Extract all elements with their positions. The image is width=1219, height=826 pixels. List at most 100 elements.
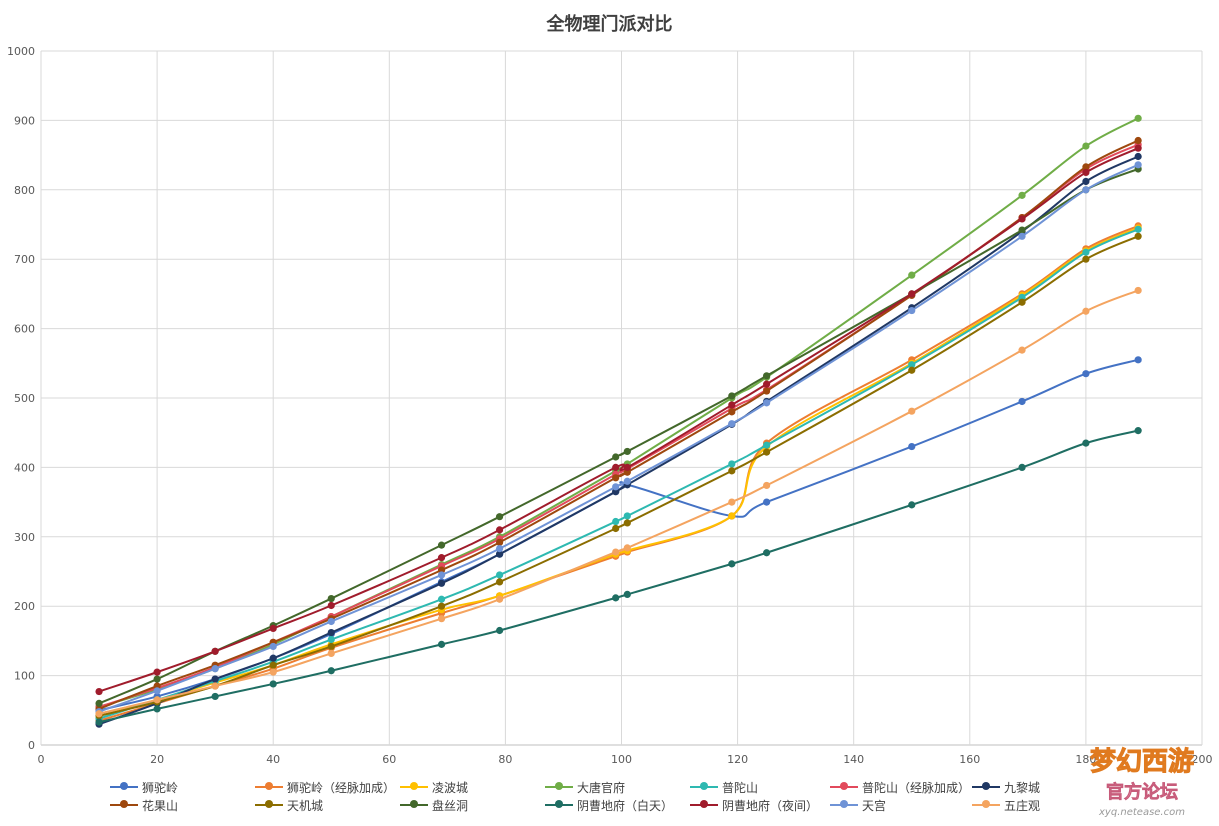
data-point [612,548,620,556]
y-tick-label: 100 [14,670,35,683]
data-point [728,460,736,468]
x-tick-label: 40 [266,753,280,766]
watermark-logo: 梦幻西游 官方论坛 xyq.netease.com [1089,747,1194,819]
data-point [763,387,771,395]
data-point [728,560,736,568]
data-point [763,549,771,557]
data-point [612,524,620,533]
data-point [495,538,504,546]
series-11 [95,427,1142,726]
y-tick-label: 200 [14,600,35,613]
data-point [1134,152,1142,161]
data-point [153,696,161,704]
watermark-logo-text: 梦幻西游 [1090,747,1194,777]
data-point [1082,255,1090,263]
series-6 [95,141,1142,711]
data-point [1134,286,1142,295]
data-point [612,517,620,526]
legend-label: 狮驼岭（经脉加成） [287,781,396,795]
legend-label: 九黎城 [1004,781,1041,795]
data-point [1018,346,1026,354]
series-line [98,289,1139,715]
data-point [763,372,771,380]
legend-marker [555,800,563,808]
y-tick-label: 900 [14,114,35,127]
data-point [437,571,446,579]
series-line [98,143,1139,708]
data-point [269,668,277,676]
legend-label: 阴曹地府（白天） [577,799,674,813]
data-point [612,594,620,602]
data-point [728,408,736,416]
data-point [1018,215,1026,223]
data-point [623,477,631,485]
watermark-url: xyq.netease.com [1098,807,1185,818]
legend-label: 花果山 [142,799,179,813]
series-line [98,139,1139,710]
legend-marker [265,800,273,808]
legend-label: 狮驼岭 [142,781,179,795]
data-point [763,441,771,449]
data-point [269,624,277,633]
x-tick-label: 140 [843,753,864,766]
legend-marker [840,800,848,808]
data-point [495,626,504,635]
data-point [728,401,736,409]
data-point [1082,186,1090,194]
y-tick-label: 700 [14,253,35,266]
y-tick-label: 500 [14,392,35,405]
data-point [327,635,335,644]
x-tick-label: 200 [1192,753,1213,766]
data-point [908,501,916,509]
series-14 [95,286,1142,718]
data-point [211,692,219,701]
data-point [437,615,446,623]
x-tick-label: 160 [959,753,980,766]
data-point [211,647,219,655]
data-point [153,705,161,713]
data-point [1082,307,1090,315]
data-point [623,512,631,520]
data-point [437,541,446,549]
data-point [327,594,335,603]
data-point [1082,439,1090,447]
data-point [612,453,620,461]
data-point [612,483,620,491]
data-point [437,579,446,587]
x-tick-label: 180 [1075,753,1096,766]
chart-title: 全物理门派对比 [546,14,673,35]
data-point [269,680,277,688]
data-point [1082,168,1090,177]
legend-label: 盘丝洞 [432,799,469,813]
series-12 [95,144,1142,696]
data-point [1018,298,1026,306]
legend-label: 五庄观 [1004,799,1041,813]
data-point [153,687,161,695]
series-10 [95,165,1142,707]
series-lines [95,114,1142,728]
data-point [623,447,631,456]
data-point [623,519,631,527]
data-point [495,571,504,579]
data-point [1134,225,1142,233]
data-point [95,718,103,726]
data-point [908,407,916,415]
data-point [1018,232,1026,240]
legend-marker [700,800,708,808]
series-line [98,228,1139,720]
data-point [327,649,335,657]
data-point [728,512,736,520]
legend-marker [700,782,708,790]
y-tick-label: 400 [14,461,35,474]
data-point [211,682,219,690]
legend-label: 普陀山（经脉加成） [862,781,971,795]
data-point [1134,136,1142,145]
data-point [1082,163,1090,171]
data-point [1134,356,1142,364]
data-point [1018,463,1026,471]
series-line [98,163,1139,713]
y-tick-label: 1000 [7,45,35,58]
y-tick-label: 300 [14,531,35,544]
legend-marker [120,800,128,808]
x-tick-label: 80 [498,753,512,766]
